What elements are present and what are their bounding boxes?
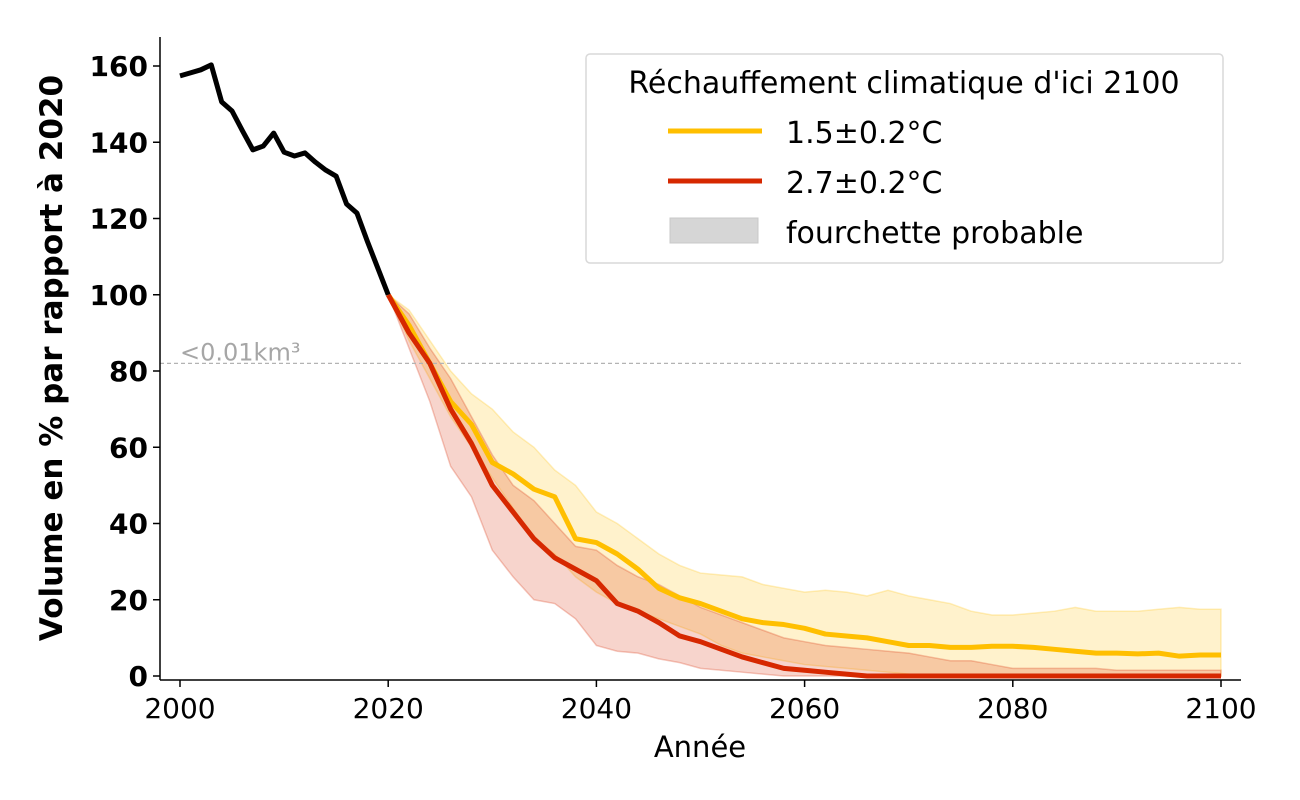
- y-tick-label: 80: [109, 355, 148, 388]
- legend-swatch-range: [669, 217, 759, 244]
- y-tick-label: 160: [90, 50, 148, 83]
- x-tick-label: 2060: [769, 692, 840, 725]
- series-lines: [179, 62, 1221, 679]
- x-tick-label: 2040: [561, 692, 632, 725]
- legend-label-1-5: 1.5±0.2°C: [786, 116, 943, 151]
- x-axis-label: Année: [654, 730, 746, 764]
- x-tick-label: 2100: [1185, 692, 1256, 725]
- y-tick-label: 100: [90, 279, 148, 312]
- y-tick-label: 60: [109, 431, 148, 464]
- y-tick-label: 20: [109, 584, 148, 617]
- legend-label-range: fourchette probable: [786, 216, 1083, 251]
- historical-line: [179, 62, 391, 296]
- y-tick-label: 120: [90, 203, 148, 236]
- legend: Réchauffement climatique d'ici 2100 1.5±…: [585, 53, 1224, 264]
- x-tick-label: 2080: [977, 692, 1048, 725]
- y-tick-label: 0: [129, 660, 148, 693]
- y-axis-label: Volume en % par rapport à 2020: [34, 75, 70, 641]
- y-tick-label: 40: [109, 508, 148, 541]
- x-tick-label: 2020: [353, 692, 424, 725]
- x-tick-label: 2000: [144, 692, 215, 725]
- legend-frame: [585, 53, 1224, 264]
- series-line-2-7: [386, 293, 1221, 679]
- legend-title: Réchauffement climatique d'ici 2100: [628, 66, 1179, 101]
- uncertainty-bands: [386, 292, 1222, 677]
- y-tick-label: 140: [90, 126, 148, 159]
- threshold-label: <0.01km³: [180, 338, 300, 366]
- legend-label-2-7: 2.7±0.2°C: [786, 166, 943, 201]
- series-line-1-5: [386, 293, 1221, 659]
